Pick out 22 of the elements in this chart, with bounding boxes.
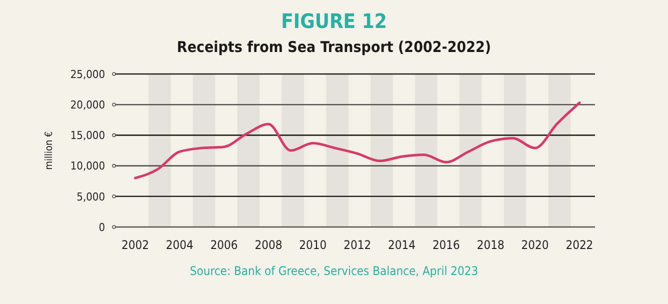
source-note: Source: Bank of Greece, Services Balance, April 2023 — [190, 264, 478, 278]
line-series — [134, 102, 581, 180]
chart-subtitle: Receipts from Sea Transport (2002-2022) — [176, 38, 492, 56]
x-tick-label: 2010 — [299, 238, 327, 252]
y-tick-label: 20,000 — [70, 98, 105, 112]
x-tick-label: 2012 — [344, 238, 372, 252]
x-tick-label: 2022 — [566, 238, 594, 252]
y-axis-title: million € — [44, 130, 55, 170]
x-tick-label: 2004 — [166, 238, 194, 252]
x-tick-label: 2018 — [476, 238, 504, 252]
chart-title: FIGURE 12 — [281, 9, 387, 33]
x-tick-label: 2008 — [254, 238, 282, 252]
y-tick-label: 0 — [98, 220, 105, 234]
x-tick-label: 2016 — [432, 238, 460, 252]
y-tick-label: 10,000 — [70, 160, 105, 173]
y-tick-label: 5,000 — [76, 190, 105, 204]
x-tick-label: 2014 — [388, 238, 416, 252]
x-tick-label: 2006 — [210, 238, 238, 252]
x-tick-label: 2002 — [121, 238, 149, 252]
y-tick-label: 15,000 — [70, 129, 105, 142]
x-tick-label: 2020 — [521, 238, 549, 252]
y-tick-label: 25,000 — [70, 68, 105, 81]
